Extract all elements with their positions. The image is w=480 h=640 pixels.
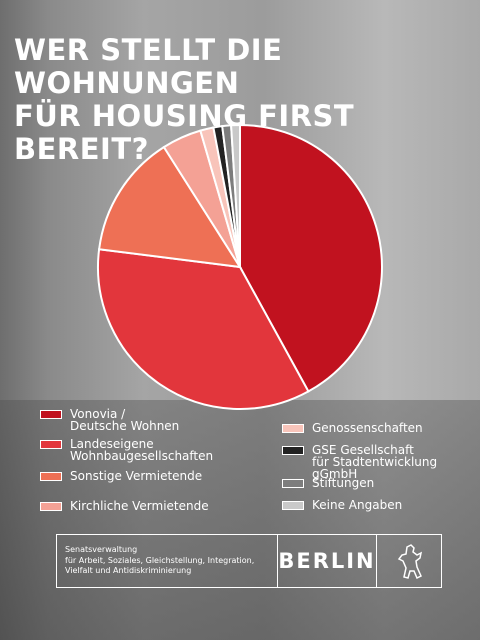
bear-icon [397,544,423,580]
legend-label: Kirchliche Vermietende [70,499,209,513]
pie-slice [98,145,242,269]
legend-label: Keine Angaben [312,498,403,512]
legend-swatch [282,424,304,433]
legend-swatch [40,440,62,449]
legend-swatch [40,410,62,419]
pie-slice [97,248,310,410]
footer-logo: BERLIN [277,535,377,587]
legend-label: GSE Gesellschaft für Stadtentwicklung gG… [312,443,438,481]
legend-swatch [40,502,62,511]
footer-text: Senatsverwaltung für Arbeit, Soziales, G… [65,545,255,575]
legend-swatch [282,479,304,488]
footer-box: Senatsverwaltung für Arbeit, Soziales, G… [56,534,442,588]
legend-label: Sonstige Vermietende [70,469,203,483]
legend-label: Vonovia / Deutsche Wohnen [70,407,180,433]
legend-label: Landeseigene Wohnbaugesellschaften [70,437,214,463]
legend-swatch [282,501,304,510]
background-shade [0,400,480,640]
pie-slice [239,123,383,393]
pie-slice [230,123,241,268]
legend-label: Stiftungen [312,476,375,490]
legend-label: Genossenschaften [312,421,423,435]
legend-swatch [282,446,304,455]
chart-title: WER STELLT DIE WOHNUNGEN FÜR HOUSING FIR… [14,33,355,166]
legend-swatch [40,472,62,481]
